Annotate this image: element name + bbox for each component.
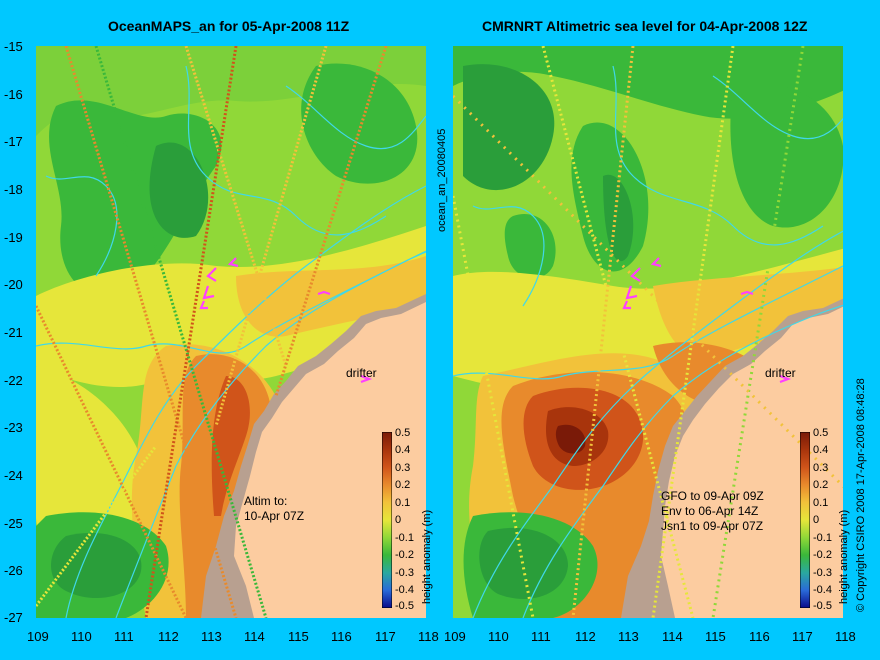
x-tick-label: 115 — [288, 629, 309, 644]
y-tick-label: -15 — [4, 39, 23, 54]
x-tick-label: 114 — [244, 629, 265, 644]
x-tick-label: 112 — [158, 629, 179, 644]
side-label: ocean_an_20080405 — [436, 128, 448, 232]
copyright-label: © Copyright CSIRO 2008 17-Apr-2008 08:48… — [855, 378, 867, 612]
colorbar-tick-label: -0.1 — [813, 532, 832, 544]
colorbar-tick-label: 0.1 — [395, 497, 411, 509]
y-tick-label: -17 — [4, 134, 23, 149]
x-tick-label: 116 — [331, 629, 352, 644]
y-tick-label: -16 — [4, 87, 23, 102]
colorbar-tick-label: 0.1 — [813, 497, 829, 509]
colorbar-tick-label: -0.3 — [813, 567, 832, 579]
x-tick-label: 116 — [749, 629, 770, 644]
sat-status-env: Env to 06-Apr 14Z — [661, 504, 759, 518]
drifter-label-left: drifter — [346, 366, 377, 380]
x-tick-label: 109 — [444, 629, 466, 644]
right-map[interactable]: drifter GFO to 09-Apr 09Z Env to 06-Apr … — [453, 46, 843, 618]
drifter-arrows — [622, 257, 792, 384]
altimeter-tracks — [36, 46, 388, 618]
altim-label-line1: Altim to: — [244, 494, 288, 508]
colorbar-tick-label: -0.5 — [395, 600, 414, 612]
sat-status-jsn1: Jsn1 to 09-Apr 07Z — [661, 519, 764, 533]
left-map-title: OceanMAPS_an for 05-Apr-2008 11Z — [108, 18, 350, 34]
y-tick-label: -26 — [4, 563, 23, 578]
colorbar-tick-label: -0.5 — [813, 600, 832, 612]
colorbar-tick-label: -0.4 — [813, 584, 832, 596]
colorbar-tick-label: 0.3 — [395, 462, 411, 474]
land-mass — [201, 294, 426, 618]
altimeter-tracks — [453, 46, 843, 618]
colorbar-tick-label: 0.5 — [813, 427, 829, 439]
x-tick-label: 111 — [531, 629, 551, 644]
drifter-label-right: drifter — [765, 366, 796, 380]
colorbar-tick-label: -0.1 — [395, 532, 414, 544]
x-tick-label: 113 — [201, 629, 222, 644]
colorbar-gradient — [799, 431, 811, 609]
y-tick-label: -24 — [4, 468, 23, 483]
colorbar-tick-label: 0 — [813, 514, 820, 526]
x-tick-label: 117 — [792, 629, 813, 644]
y-tick-label: -19 — [4, 230, 23, 245]
y-tick-label: -27 — [4, 610, 23, 625]
contour-lines — [453, 65, 843, 618]
colorbar-gradient — [381, 431, 393, 609]
drifter-arrows — [199, 257, 373, 384]
colorbar-tick-label: -0.4 — [395, 584, 414, 596]
y-tick-label: -25 — [4, 516, 23, 531]
x-tick-label: 113 — [618, 629, 639, 644]
right-colorbar-title: height anomaly (m) — [838, 509, 850, 604]
colorbar-tick-label: 0.2 — [813, 479, 829, 491]
y-tick-label: -21 — [4, 325, 23, 340]
x-tick-label: 112 — [575, 629, 596, 644]
colorbar-tick-label: 0.2 — [395, 479, 411, 491]
right-colorbar — [799, 431, 811, 609]
x-tick-label: 117 — [375, 629, 396, 644]
colorbar-tick-label: -0.3 — [395, 567, 414, 579]
colorbar-tick-label: 0.3 — [813, 462, 829, 474]
x-tick-label: 110 — [71, 629, 92, 644]
right-map-canvas — [453, 46, 843, 618]
left-colorbar — [381, 431, 393, 609]
colorbar-tick-label: 0.4 — [395, 444, 411, 456]
x-tick-label: 114 — [662, 629, 683, 644]
altim-label-line2: 10-Apr 07Z — [244, 509, 305, 523]
y-tick-label: -23 — [4, 420, 23, 435]
x-tick-label: 109 — [27, 629, 49, 644]
left-colorbar-title: height anomaly (m) — [421, 509, 433, 604]
y-tick-label: -22 — [4, 373, 23, 388]
x-tick-label: 111 — [114, 629, 134, 644]
x-tick-label: 118 — [835, 629, 856, 644]
x-tick-label: 110 — [488, 629, 509, 644]
left-map[interactable]: drifter Altim to: 10-Apr 07Z — [36, 46, 426, 618]
y-tick-label: -20 — [4, 277, 23, 292]
x-tick-label: 115 — [705, 629, 726, 644]
right-map-title: CMRNRT Altimetric sea level for 04-Apr-2… — [482, 18, 808, 34]
left-map-canvas — [36, 46, 426, 618]
colorbar-tick-label: 0 — [395, 514, 402, 526]
colorbar-tick-label: 0.4 — [813, 444, 829, 456]
sea-level-fields — [36, 46, 426, 618]
colorbar-tick-label: -0.2 — [813, 549, 832, 561]
x-tick-label: 118 — [418, 629, 439, 644]
sat-status-gfo: GFO to 09-Apr 09Z — [661, 489, 764, 503]
colorbar-tick-label: -0.2 — [395, 549, 414, 561]
colorbar-tick-label: 0.5 — [395, 427, 411, 439]
y-tick-label: -18 — [4, 182, 23, 197]
